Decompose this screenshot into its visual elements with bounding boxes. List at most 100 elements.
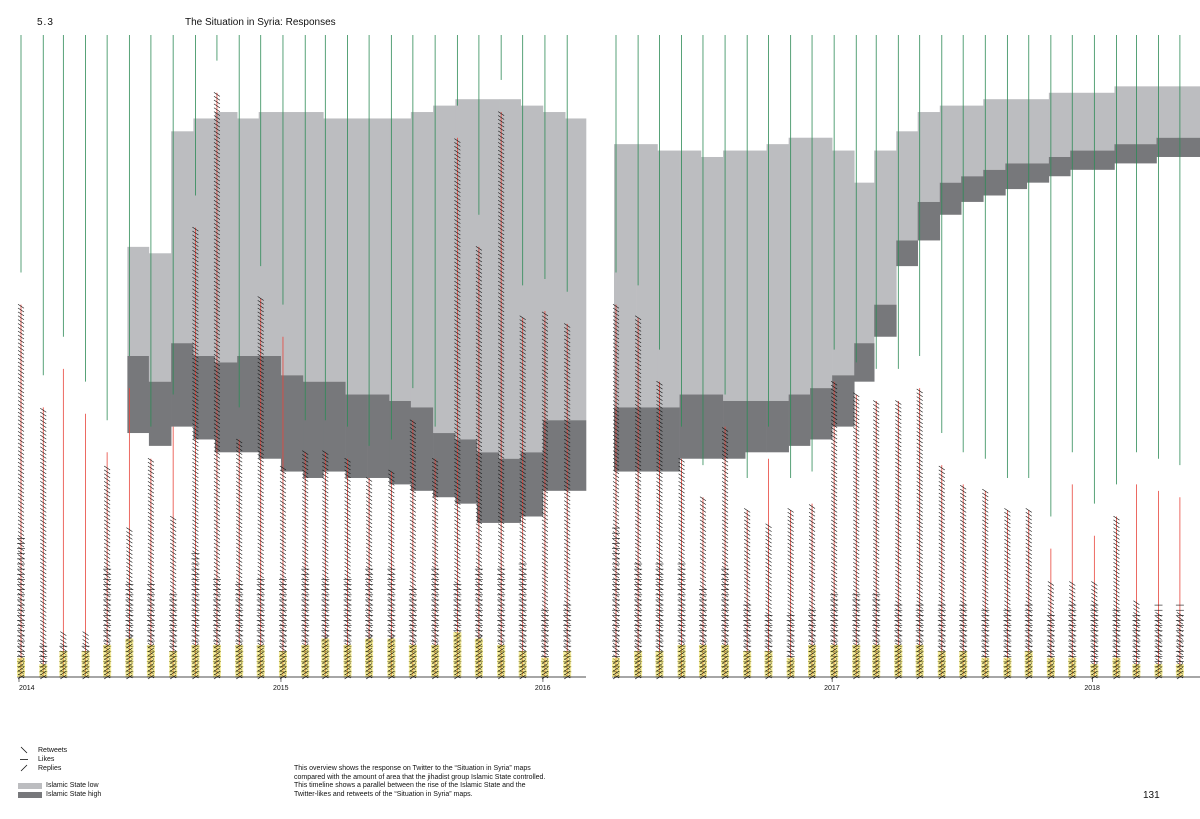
retweet-mark <box>960 631 967 636</box>
retweet-mark <box>830 450 838 455</box>
retweet-mark <box>678 554 685 559</box>
retweet-mark <box>497 334 505 340</box>
reply-mark <box>147 651 155 657</box>
retweet-mark <box>497 527 505 532</box>
retweet-mark <box>17 585 25 590</box>
retweet-mark <box>744 642 751 648</box>
reply-mark <box>322 643 329 649</box>
retweet-mark <box>612 569 620 575</box>
retweet-mark <box>1025 558 1032 563</box>
retweet-mark <box>388 515 395 521</box>
retweet-mark <box>678 481 685 486</box>
retweet-mark <box>1113 565 1120 571</box>
retweet-mark <box>192 323 199 328</box>
retweet-mark <box>612 361 620 367</box>
reply-mark <box>409 643 417 649</box>
reply-mark <box>322 655 329 660</box>
retweet-mark <box>541 404 549 409</box>
retweet-mark <box>678 535 685 540</box>
retweet-mark <box>17 388 25 394</box>
retweet-mark <box>192 434 199 440</box>
is-low-band <box>499 99 521 459</box>
retweet-mark <box>213 562 221 567</box>
retweet-mark <box>257 377 264 382</box>
retweet-mark <box>656 508 663 513</box>
retweet-mark <box>853 550 860 555</box>
retweet-mark <box>519 469 526 475</box>
retweet-mark <box>322 631 329 636</box>
retweet-mark <box>916 396 923 401</box>
retweet-mark <box>960 485 967 490</box>
retweet-mark <box>60 631 67 636</box>
retweet-mark <box>634 515 642 521</box>
retweet-mark <box>192 581 199 586</box>
reply-mark <box>147 655 155 660</box>
reply-band <box>81 651 90 677</box>
retweet-mark <box>541 407 549 413</box>
retweet-mark <box>853 485 860 490</box>
retweet-mark <box>431 488 439 494</box>
retweet-mark <box>236 515 243 521</box>
reply-mark <box>519 659 526 664</box>
retweet-mark <box>475 288 483 294</box>
retweet-mark <box>1047 615 1055 621</box>
retweet-mark <box>612 346 620 351</box>
retweet-mark <box>236 508 243 513</box>
is-low-band <box>280 112 304 376</box>
retweet-mark <box>787 608 794 613</box>
retweet-mark <box>475 615 483 621</box>
retweet-mark <box>257 423 264 428</box>
retweet-mark <box>744 558 751 563</box>
retweet-mark <box>475 527 483 532</box>
retweet-mark <box>808 504 816 509</box>
retweet-mark <box>960 511 967 517</box>
retweet-mark <box>169 538 177 544</box>
retweet-mark <box>409 596 417 602</box>
retweet-mark <box>612 631 620 636</box>
retweet-mark <box>454 207 461 213</box>
retweet-mark <box>322 581 329 586</box>
retweet-mark <box>564 542 571 548</box>
retweet-mark <box>634 461 642 467</box>
retweet-mark <box>916 511 923 517</box>
retweet-mark <box>147 562 155 567</box>
retweet-mark <box>1091 596 1098 602</box>
retweet-mark <box>519 431 526 436</box>
retweet-mark <box>213 211 221 217</box>
retweet-mark <box>1155 627 1162 633</box>
retweet-mark <box>475 600 483 606</box>
reply-mark <box>388 659 395 664</box>
retweet-mark <box>213 115 221 120</box>
retweet-mark <box>830 454 838 459</box>
retweet-mark <box>612 492 620 498</box>
is-high-band <box>854 343 875 382</box>
retweet-mark <box>808 531 816 536</box>
retweet-mark <box>475 485 483 490</box>
retweet-mark <box>213 323 221 328</box>
retweet-mark <box>302 569 309 575</box>
retweet-mark <box>873 500 880 505</box>
retweet-mark <box>388 477 395 482</box>
is-high-band <box>148 381 172 446</box>
retweet-mark <box>454 334 461 340</box>
reply-mark <box>1091 670 1098 676</box>
reply-mark <box>475 659 483 664</box>
retweet-mark <box>916 454 923 459</box>
retweet-mark <box>564 388 571 394</box>
retweet-mark <box>40 592 47 598</box>
year-tick-label: 2017 <box>824 685 840 692</box>
retweet-mark <box>873 627 880 633</box>
retweet-mark <box>960 589 967 594</box>
retweet-mark <box>213 342 221 347</box>
retweet-mark <box>169 554 177 559</box>
reply-mark <box>982 659 989 664</box>
retweet-mark <box>169 562 177 567</box>
retweet-mark <box>40 600 47 606</box>
retweet-mark <box>454 504 461 509</box>
retweet-mark <box>147 458 155 463</box>
retweet-mark <box>678 504 685 509</box>
year-tick-label: 2018 <box>1084 685 1100 692</box>
retweet-mark <box>409 450 417 455</box>
retweet-mark <box>1004 542 1011 548</box>
retweet-mark <box>17 442 25 448</box>
